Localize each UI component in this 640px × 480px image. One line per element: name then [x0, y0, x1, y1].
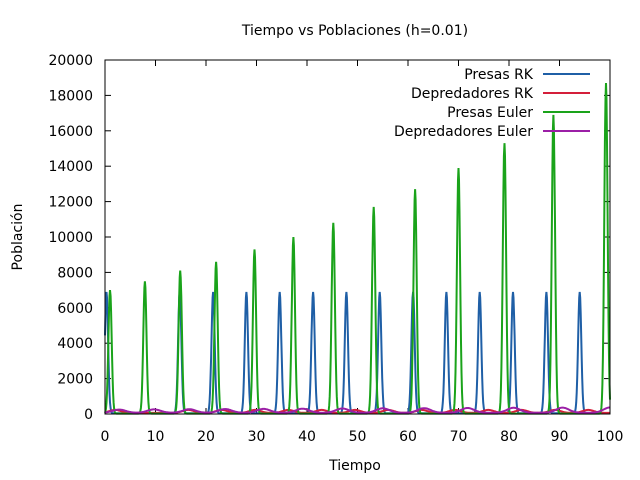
plot-frame: [104, 59, 611, 415]
x-tick-label: 0: [101, 429, 110, 445]
x-tick-label: 20: [197, 429, 215, 445]
x-axis-label: Tiempo: [328, 458, 381, 474]
y-tick-label: 0: [84, 407, 93, 423]
y-tick-label: 18000: [48, 88, 93, 104]
x-tick-label: 70: [450, 429, 468, 445]
legend-label: Presas Euler: [447, 105, 533, 121]
series-line-presas-euler: [104, 82, 611, 415]
y-axis-label: Población: [10, 204, 26, 271]
legend-label: Depredadores RK: [411, 86, 534, 102]
x-tick-label: 30: [248, 429, 266, 445]
x-tick-label: 60: [399, 429, 417, 445]
series-lines: [104, 82, 611, 415]
y-tick-label: 16000: [48, 124, 93, 140]
axis-ticks: 0 10 20 30 40 50 60 70 80 90 100 0 2000 4000 6000 8000 1…: [48, 53, 623, 445]
y-tick-label: 4000: [57, 336, 93, 352]
x-tick-label: 50: [349, 429, 367, 445]
y-tick-label: 6000: [57, 301, 93, 317]
series-line-depredadores-euler: [104, 406, 610, 414]
x-tick-label: 40: [298, 429, 316, 445]
legend-label: Depredadores Euler: [394, 124, 533, 140]
x-tick-label: 100: [597, 429, 624, 445]
legend: Presas RK Depredadores RK Presas Euler Depr…: [394, 67, 590, 140]
chart-title: Tiempo vs Poblaciones (h=0.01): [241, 23, 468, 39]
y-tick-label: 14000: [48, 159, 93, 175]
x-tick-label: 90: [551, 429, 569, 445]
legend-label: Presas RK: [464, 67, 534, 83]
y-tick-label: 2000: [57, 372, 93, 388]
y-tick-label: 12000: [48, 195, 93, 211]
y-tick-label: 20000: [48, 53, 93, 69]
y-tick-label: 8000: [57, 265, 93, 281]
y-tick-label: 10000: [48, 230, 93, 246]
x-tick-label: 10: [147, 429, 165, 445]
x-tick-label: 80: [500, 429, 518, 445]
